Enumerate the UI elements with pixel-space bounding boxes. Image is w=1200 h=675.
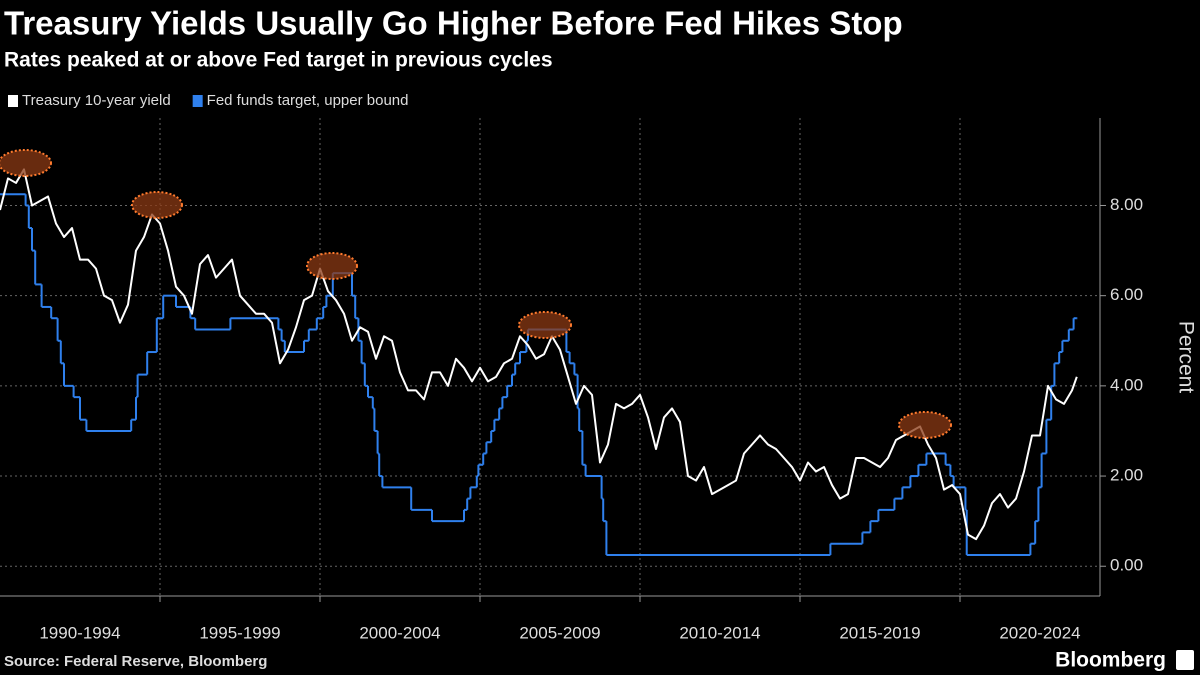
legend-label: Treasury 10-year yield xyxy=(22,92,171,109)
x-tick-label: 2020-2024 xyxy=(999,623,1080,642)
x-tick-label: 1990-1994 xyxy=(39,623,120,642)
yield-line xyxy=(0,168,1078,541)
peak-highlights xyxy=(0,149,952,439)
legend-swatch xyxy=(8,95,18,107)
y-tick-label: 2.00 xyxy=(1110,466,1143,485)
x-tick-label: 2010-2014 xyxy=(679,623,760,642)
chart-subtitle: Rates peaked at or above Fed target in p… xyxy=(4,49,553,72)
y-tick-label: 6.00 xyxy=(1110,285,1143,304)
legend-swatch xyxy=(192,95,203,107)
x-tick-label: 2015-2019 xyxy=(839,623,920,642)
peak-highlight xyxy=(898,411,952,439)
x-tick-label: 2005-2009 xyxy=(519,623,600,642)
y-tick-label: 4.00 xyxy=(1110,375,1143,394)
x-tick-label: 2000-2004 xyxy=(359,623,440,642)
peak-highlight xyxy=(131,191,183,219)
source: Source: Federal Reserve, Bloomberg xyxy=(4,653,267,670)
y-axis-label: Percent xyxy=(1174,321,1197,394)
logo: Bloomberg xyxy=(1055,649,1166,672)
y-tick-label: 8.00 xyxy=(1110,195,1143,214)
y-tick-label: 0.00 xyxy=(1110,556,1143,575)
logo-icon xyxy=(1176,650,1194,670)
legend: Treasury 10-year yield Fed funds target, … xyxy=(8,92,408,109)
x-tick-label: 1995-1999 xyxy=(199,623,280,642)
plot xyxy=(0,168,1078,556)
chart-title: Treasury Yields Usually Go Higher Before… xyxy=(4,5,903,42)
legend-label: Fed funds target, upper bound xyxy=(207,92,409,109)
grid: 0.00 2.00 4.00 6.00 8.00 1990-1994 1995-1999 20… xyxy=(0,118,1143,642)
peak-highlight xyxy=(306,252,358,280)
peak-highlight xyxy=(518,311,572,339)
peak-highlight xyxy=(0,149,52,177)
